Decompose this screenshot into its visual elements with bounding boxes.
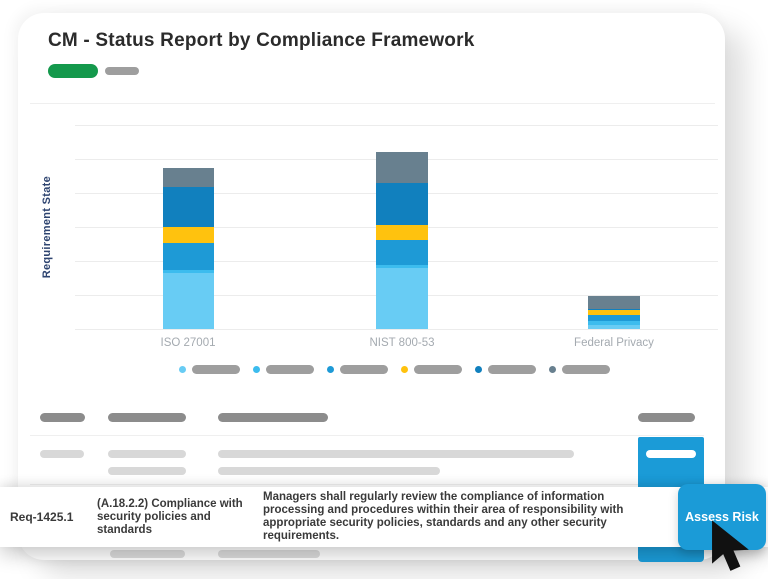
legend-label-skeleton (562, 365, 610, 374)
bar-segment-series-5-dark-blue[interactable] (588, 309, 640, 310)
table-header-skeleton-3 (218, 413, 328, 422)
legend-label-skeleton (192, 365, 240, 374)
bar-segment-series-1-lightest-blue[interactable] (376, 268, 428, 329)
legend-item-series-6-slate-gray[interactable] (549, 365, 610, 374)
green-status-pill (48, 64, 98, 78)
action-button-label-skeleton (646, 450, 696, 458)
table-divider-bottom (30, 484, 704, 485)
row-skeleton-control-line1 (108, 450, 186, 458)
bar-segment-series-4-yellow[interactable] (376, 225, 428, 240)
header-divider (30, 103, 715, 104)
category-label-federalprivacy: Federal Privacy (574, 337, 654, 349)
page-title: CM - Status Report by Compliance Framewo… (48, 30, 475, 51)
legend-label-skeleton (414, 365, 462, 374)
legend-item-series-2-sky-blue[interactable] (253, 365, 314, 374)
legend-dot-icon (401, 366, 408, 373)
table-header-skeleton-1 (40, 413, 85, 422)
bar-segment-series-3-medium-blue[interactable] (163, 243, 214, 270)
row-skeleton-desc-line2 (218, 467, 440, 475)
plot-area (75, 125, 718, 330)
legend-dot-icon (327, 366, 334, 373)
bar-segment-series-2-sky-blue[interactable] (376, 265, 428, 268)
chart-legend (179, 365, 610, 374)
bar-segment-series-3-medium-blue[interactable] (588, 315, 640, 321)
requirement-row[interactable]: Req-1425.1 (A.18.2.2) Compliance with se… (0, 484, 768, 550)
bar-segment-series-6-slate-gray[interactable] (376, 152, 428, 183)
gridline (75, 329, 718, 330)
row-skeleton-id (40, 450, 84, 458)
legend-label-skeleton (266, 365, 314, 374)
row-skeleton-control-line2 (108, 467, 186, 475)
bar-segment-series-6-slate-gray[interactable] (163, 168, 214, 187)
legend-item-series-4-yellow[interactable] (401, 365, 462, 374)
bar-segment-series-3-medium-blue[interactable] (376, 240, 428, 265)
legend-item-series-3-medium-blue[interactable] (327, 365, 388, 374)
legend-item-series-1-lightest-blue[interactable] (179, 365, 240, 374)
bar-segment-series-2-sky-blue[interactable] (163, 270, 214, 273)
legend-dot-icon (475, 366, 482, 373)
requirement-description: Managers shall regularly review the comp… (263, 491, 624, 542)
bar-segment-series-1-lightest-blue[interactable] (163, 273, 214, 329)
next-row-skeleton-2 (218, 550, 320, 558)
bar-segment-series-5-dark-blue[interactable] (163, 187, 214, 227)
bar-segment-series-5-dark-blue[interactable] (376, 183, 428, 225)
legend-dot-icon (253, 366, 260, 373)
gridline (75, 125, 718, 126)
next-row-skeleton-1 (110, 550, 185, 558)
legend-dot-icon (549, 366, 556, 373)
category-label-nist80053: NIST 800-53 (369, 337, 435, 349)
stacked-bar-chart: ISO 27001 NIST 800-53 Federal Privacy (75, 125, 718, 357)
category-label-iso27001: ISO 27001 (160, 337, 216, 349)
legend-label-skeleton (488, 365, 536, 374)
requirement-id: Req-1425.1 (10, 510, 74, 524)
bar-segment-series-4-yellow[interactable] (588, 310, 640, 315)
bar-segment-series-2-sky-blue[interactable] (588, 321, 640, 325)
bar-segment-series-1-lightest-blue[interactable] (588, 325, 640, 329)
bar-segment-series-6-slate-gray[interactable] (588, 296, 640, 309)
legend-label-skeleton (340, 365, 388, 374)
mouse-cursor-icon (712, 520, 749, 571)
y-axis-label: Requirement State (41, 175, 53, 279)
requirement-control: (A.18.2.2) Compliance with security poli… (97, 497, 243, 536)
gray-status-pill-skeleton (105, 67, 139, 75)
legend-item-series-5-dark-blue[interactable] (475, 365, 536, 374)
bar-segment-series-4-yellow[interactable] (163, 227, 214, 243)
table-header-skeleton-4 (638, 413, 695, 422)
legend-dot-icon (179, 366, 186, 373)
table-divider-top (30, 435, 704, 436)
table-header-skeleton-2 (108, 413, 186, 422)
row-skeleton-desc-line1 (218, 450, 574, 458)
